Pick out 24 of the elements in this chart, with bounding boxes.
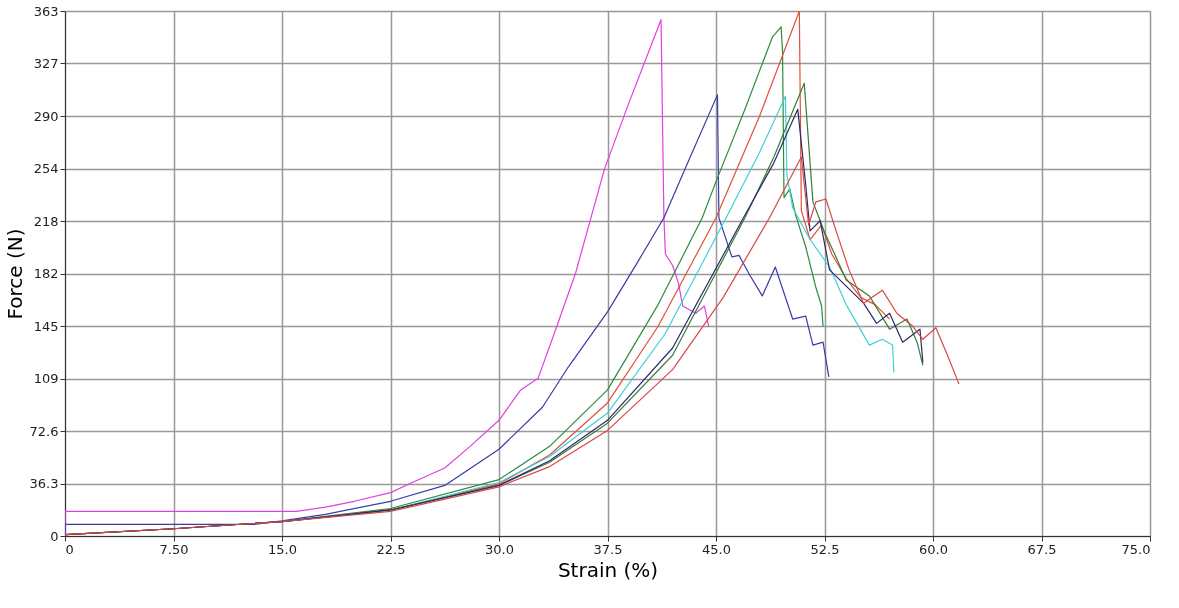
y-tick-label: 327 — [33, 56, 59, 71]
x-tick-label: 60.0 — [919, 541, 948, 557]
x-tick-label: 30.0 — [485, 541, 514, 557]
x-tick-label: 15.0 — [268, 541, 297, 557]
y-tick-label: 36.3 — [29, 476, 59, 491]
y-tick-label: 363 — [33, 3, 59, 19]
y-axis-title: Force (N) — [2, 228, 27, 320]
y-tick-label: 254 — [33, 161, 59, 176]
y-tick-label: 290 — [33, 108, 59, 124]
x-tick-label: 7.50 — [159, 541, 189, 557]
x-tick-label: 45.0 — [702, 541, 731, 557]
y-tick-label: 145 — [33, 318, 59, 334]
x-tick-label: 37.5 — [593, 541, 623, 557]
x-tick-label: 0 — [65, 541, 74, 557]
y-tick-label: 109 — [33, 371, 59, 386]
x-tick-label: 22.5 — [376, 541, 406, 557]
x-axis-title: Strain (%) — [557, 557, 659, 582]
x-tick-label: 67.5 — [1027, 541, 1057, 557]
x-tick-label: 52.5 — [810, 541, 840, 557]
y-tick-label: 0 — [50, 528, 59, 544]
y-tick-label: 72.6 — [29, 423, 59, 439]
y-tick-label: 182 — [33, 266, 59, 281]
y-tick-label: 218 — [33, 213, 59, 229]
x-tick-label: 75.0 — [1121, 541, 1151, 557]
